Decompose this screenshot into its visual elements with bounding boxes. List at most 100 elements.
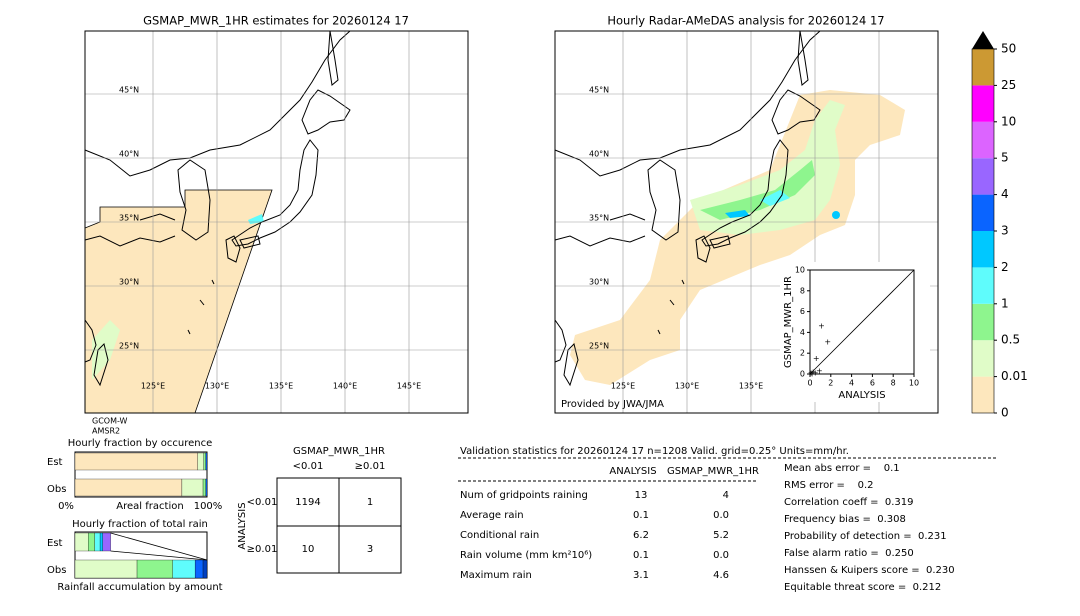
y-tick-label: 6: [800, 307, 805, 316]
lat-label: 40°N: [589, 150, 609, 159]
table-cell: 1: [367, 497, 373, 508]
x-axis-label: Areal fraction: [116, 501, 183, 512]
row-label: Average rain: [460, 510, 524, 521]
rain-area: [725, 210, 750, 218]
fraction-segment: [99, 532, 103, 552]
fraction-segment: [88, 532, 95, 552]
diagonal: [809, 269, 915, 375]
colorbar-segment: [972, 121, 994, 159]
column-label: <0.01: [293, 461, 324, 472]
column-label: ≥0.01: [355, 461, 386, 472]
point: +: [810, 367, 817, 376]
stat-value: 0.0: [713, 510, 729, 521]
fraction-segment: [74, 478, 183, 497]
colorbar-segment: [972, 340, 994, 377]
colorbar-label: 10: [1001, 114, 1016, 128]
colorbar-label: 50: [1001, 42, 1016, 56]
score: Frequency bias = 0.308: [784, 514, 906, 525]
x-tick-label: 6: [870, 379, 875, 388]
point: +: [807, 370, 814, 379]
fraction-segment: [74, 559, 138, 579]
x-tick-label: 10: [909, 379, 919, 388]
fraction-segment: [74, 452, 198, 471]
colorbar-label: 3: [1001, 224, 1009, 238]
rain-area: [248, 214, 264, 224]
stat-value: 13: [635, 490, 648, 501]
row-label: Maximum rain: [460, 570, 532, 581]
y-tick-label: 0: [800, 370, 805, 379]
x-tick-label: 4: [849, 379, 854, 388]
fraction-segment: [136, 559, 173, 579]
colorbar-segment: [972, 194, 994, 231]
row-label: ≥0.01: [247, 544, 278, 555]
stat-value: 5.2: [713, 530, 729, 541]
satellite: AMSR2: [92, 427, 120, 436]
row-label: Est: [47, 538, 63, 549]
score: Mean abs error = 0.1: [784, 463, 900, 474]
column-label: GSMAP_MWR_1HR: [667, 466, 759, 477]
colorbar-label: 0: [1001, 406, 1009, 420]
x-tick-label: 0%: [58, 501, 74, 512]
connector: [110, 550, 208, 561]
x-tick-label: 2: [828, 379, 833, 388]
plot-title: Hourly fraction of total rain: [72, 519, 208, 530]
connector: [110, 532, 208, 561]
colorbar-label: 4: [1001, 187, 1009, 201]
row-label: Conditional rain: [460, 530, 539, 541]
point: +: [816, 366, 823, 375]
score: Equitable threat score = 0.212: [784, 582, 941, 593]
plot-title: Hourly fraction by occurence: [68, 438, 212, 449]
colorbar-label: 2: [1001, 260, 1009, 274]
stat-value: 4.6: [713, 570, 729, 581]
point: +: [824, 337, 831, 346]
point: +: [813, 354, 820, 363]
lat-label: 30°N: [119, 278, 139, 287]
stat-value: 0.1: [633, 550, 649, 561]
satellite: GCOM-W: [92, 417, 128, 426]
y-tick-label: 10: [795, 266, 805, 275]
x-axis-label: Rainfall accumulation by amount: [57, 582, 222, 593]
colorbar-label: 0.5: [1001, 333, 1020, 347]
fraction-segment: [94, 532, 101, 552]
stat-value: 0.0: [713, 550, 729, 561]
fraction-segment: [181, 478, 204, 497]
y-axis-label: GSMAP_MWR_1HR: [783, 276, 794, 368]
rain-area: [690, 100, 845, 235]
lat-label: 40°N: [119, 150, 139, 159]
row-label: Rain volume (mm km²10⁶): [460, 550, 592, 561]
inset-bg: [780, 262, 930, 402]
lon-label: 125°E: [611, 382, 635, 391]
inset-frame: [809, 269, 915, 375]
lon-label: 140°E: [333, 382, 357, 391]
colorbar-segment: [972, 267, 994, 304]
x-tick-label: 8: [891, 379, 896, 388]
table-cell: 1194: [295, 497, 320, 508]
fraction-segment: [74, 532, 89, 552]
map-frame: [84, 30, 469, 414]
lon-label: 135°E: [269, 382, 293, 391]
point: +: [808, 368, 815, 377]
stat-value: 4: [723, 490, 729, 501]
x-tick-label: 100%: [194, 501, 223, 512]
colorbar-segment: [972, 158, 994, 195]
y-tick-label: 8: [800, 286, 805, 295]
score: Probability of detection = 0.231: [784, 531, 947, 542]
fraction-segment: [202, 478, 206, 497]
table-title: GSMAP_MWR_1HR: [293, 446, 385, 457]
y-tick-label: 2: [800, 349, 805, 358]
lon-label: 130°E: [205, 382, 229, 391]
row-label: Obs: [47, 484, 66, 495]
score: RMS error = 0.2: [784, 480, 874, 491]
colorbar-segment: [972, 231, 994, 268]
lon-label: 125°E: [141, 382, 165, 391]
fraction-segment: [203, 452, 206, 471]
stat-value: 0.1: [633, 510, 649, 521]
score: False alarm ratio = 0.250: [784, 548, 914, 559]
fraction-segment: [197, 452, 204, 471]
stat-value: 3.1: [633, 570, 649, 581]
colorbar-label: 0.01: [1001, 369, 1028, 383]
row-label: Num of gridpoints raining: [460, 490, 588, 501]
lon-label: 135°E: [739, 382, 763, 391]
lat-label: 30°N: [589, 278, 609, 287]
